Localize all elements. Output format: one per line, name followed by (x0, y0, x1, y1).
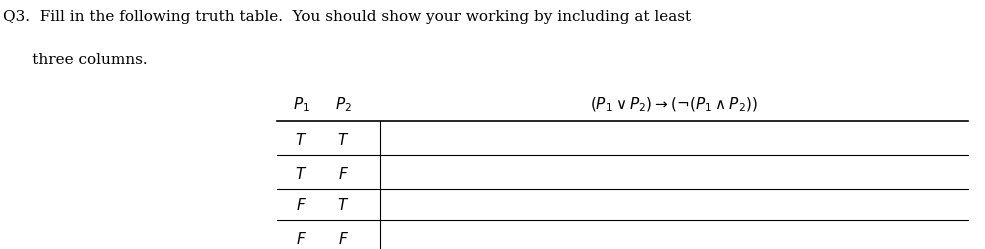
Text: $F$: $F$ (338, 231, 349, 247)
Text: $T$: $T$ (296, 166, 307, 182)
Text: $T$: $T$ (338, 197, 350, 213)
Text: Q3.  Fill in the following truth table.  You should show your working by includi: Q3. Fill in the following truth table. Y… (3, 10, 690, 24)
Text: $F$: $F$ (338, 166, 349, 182)
Text: $T$: $T$ (338, 132, 350, 148)
Text: $(P_1 \vee P_2) \rightarrow (\neg(P_1 \wedge P_2))$: $(P_1 \vee P_2) \rightarrow (\neg(P_1 \w… (590, 95, 757, 114)
Text: $P_2$: $P_2$ (335, 95, 352, 114)
Text: $T$: $T$ (296, 132, 307, 148)
Text: $F$: $F$ (296, 231, 307, 247)
Text: $P_1$: $P_1$ (294, 95, 310, 114)
Text: $F$: $F$ (296, 197, 307, 213)
Text: three columns.: three columns. (3, 54, 148, 67)
